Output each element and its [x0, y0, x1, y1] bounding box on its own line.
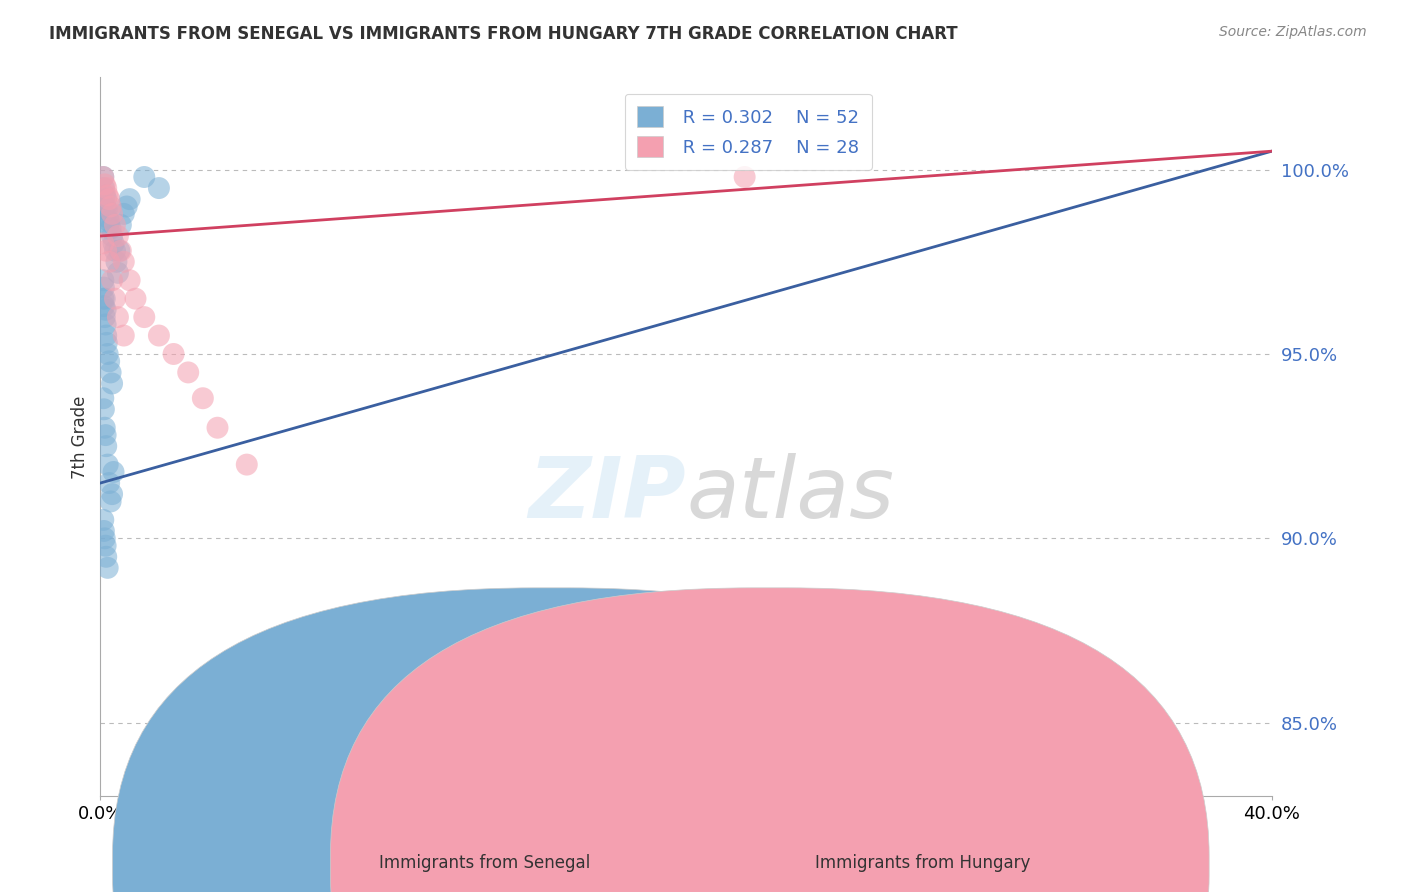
Point — [104, 244, 127, 258]
Point — [101, 487, 124, 501]
Point — [101, 207, 124, 221]
Point — [134, 310, 156, 325]
Point — [98, 476, 121, 491]
Point — [93, 280, 115, 294]
Point — [97, 188, 120, 202]
Point — [148, 181, 170, 195]
Point — [100, 199, 122, 213]
Point — [101, 273, 124, 287]
Point — [91, 236, 114, 251]
Point — [98, 192, 121, 206]
Point — [91, 513, 114, 527]
Point — [96, 549, 118, 564]
Point — [124, 292, 146, 306]
Point — [104, 218, 127, 232]
Point — [96, 244, 118, 258]
Point — [94, 428, 117, 442]
Point — [93, 421, 115, 435]
Point — [91, 273, 114, 287]
Point — [93, 292, 115, 306]
Point — [94, 302, 117, 317]
Point — [96, 192, 118, 206]
Point — [100, 494, 122, 508]
Point — [100, 366, 122, 380]
Point — [103, 465, 125, 479]
Point — [96, 181, 118, 195]
Text: ZIP: ZIP — [529, 453, 686, 536]
Point — [103, 236, 125, 251]
Point — [148, 328, 170, 343]
Point — [97, 211, 120, 225]
Point — [177, 366, 200, 380]
Point — [93, 402, 115, 417]
Point — [93, 188, 115, 202]
Point — [97, 458, 120, 472]
Point — [97, 218, 120, 232]
Point — [98, 214, 121, 228]
Point — [115, 199, 138, 213]
Point — [107, 310, 129, 325]
Point — [93, 178, 115, 192]
Point — [93, 181, 115, 195]
Point — [94, 539, 117, 553]
Point — [101, 376, 124, 391]
Point — [108, 244, 131, 258]
Point — [112, 328, 135, 343]
Point — [118, 192, 141, 206]
Point — [105, 255, 128, 269]
Point — [91, 292, 114, 306]
Point — [97, 347, 120, 361]
Point — [162, 347, 184, 361]
Text: IMMIGRANTS FROM SENEGAL VS IMMIGRANTS FROM HUNGARY 7TH GRADE CORRELATION CHART: IMMIGRANTS FROM SENEGAL VS IMMIGRANTS FR… — [49, 25, 957, 43]
Point — [96, 328, 118, 343]
Point — [96, 439, 118, 453]
Point — [134, 169, 156, 184]
Point — [98, 354, 121, 368]
Point — [93, 299, 115, 313]
Point — [207, 421, 229, 435]
Point — [97, 561, 120, 575]
Point — [101, 229, 124, 244]
Y-axis label: 7th Grade: 7th Grade — [72, 395, 89, 479]
Point — [236, 458, 259, 472]
Point — [734, 169, 756, 184]
Legend:  R = 0.302    N = 52,  R = 0.287    N = 28: R = 0.302 N = 52, R = 0.287 N = 28 — [624, 94, 872, 169]
Text: Immigrants from Hungary: Immigrants from Hungary — [815, 855, 1031, 872]
Point — [93, 310, 115, 325]
Point — [118, 273, 141, 287]
Point — [110, 244, 132, 258]
Text: Source: ZipAtlas.com: Source: ZipAtlas.com — [1219, 25, 1367, 39]
Point — [96, 203, 118, 218]
Point — [104, 292, 127, 306]
Point — [191, 391, 214, 405]
Point — [91, 391, 114, 405]
Point — [91, 169, 114, 184]
Point — [94, 199, 117, 213]
Point — [93, 524, 115, 538]
Point — [107, 266, 129, 280]
Point — [93, 532, 115, 546]
Point — [112, 207, 135, 221]
Text: atlas: atlas — [686, 453, 894, 536]
Point — [110, 218, 132, 232]
Point — [96, 335, 118, 350]
Point — [100, 221, 122, 235]
Point — [91, 169, 114, 184]
Point — [112, 255, 135, 269]
Text: Immigrants from Senegal: Immigrants from Senegal — [380, 855, 591, 872]
Point — [98, 255, 121, 269]
Point — [107, 229, 129, 244]
Point — [94, 318, 117, 332]
